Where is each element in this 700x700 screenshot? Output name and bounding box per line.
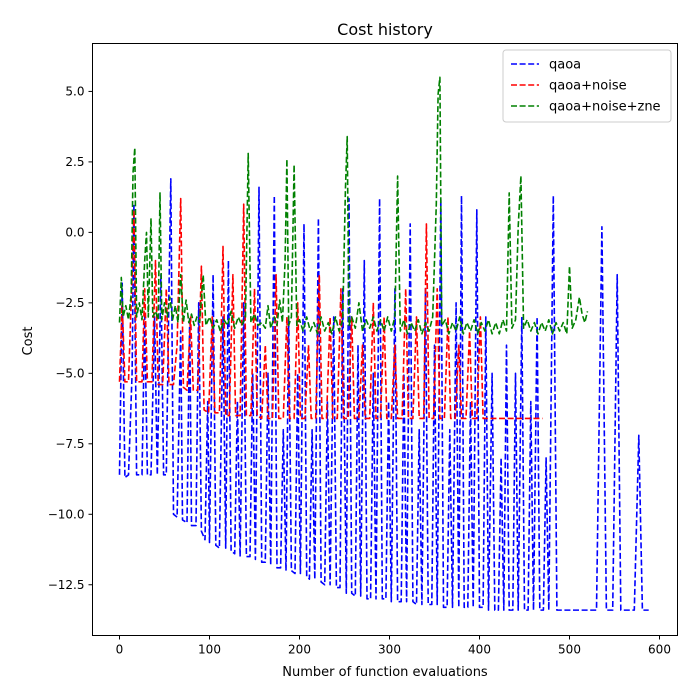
- x-axis-label: Number of function evaluations: [282, 665, 488, 680]
- y-tick-label: −7.5: [55, 437, 84, 451]
- legend-label: qaoa+noise+zne: [549, 100, 661, 115]
- legend-label: qaoa+noise: [549, 79, 627, 94]
- y-tick-label: −12.5: [48, 578, 85, 592]
- y-tick-label: 0.0: [65, 225, 84, 239]
- series-line-1: [118, 178, 649, 611]
- plot-area: [118, 76, 649, 611]
- plot-frame: [92, 43, 678, 636]
- y-tick-label: 2.5: [65, 155, 84, 169]
- x-tick-label: 600: [648, 643, 671, 657]
- y-tick-label: −10.0: [48, 507, 85, 521]
- y-tick-label: −5.0: [55, 366, 84, 380]
- x-tick-label: 200: [288, 643, 311, 657]
- series-line-3: [118, 76, 589, 335]
- legend-box: [502, 49, 672, 123]
- y-axis: −12.5 −10.0 −7.5 −5.0 −2.5 0.0 2.5 5.0: [48, 84, 93, 592]
- y-tick-label: 5.0: [65, 84, 84, 98]
- x-tick-label: 0: [116, 643, 124, 657]
- y-axis-label: Cost: [21, 327, 36, 356]
- x-tick-label: 500: [558, 643, 581, 657]
- series-line-2: [118, 197, 543, 420]
- chart-title: Cost history: [337, 20, 433, 39]
- x-axis: 0 100 200 300 400 500 600: [116, 635, 671, 657]
- x-tick-label: 400: [468, 643, 491, 657]
- legend-label: qaoa: [549, 58, 581, 73]
- x-tick-label: 300: [378, 643, 401, 657]
- legend: qaoa qaoa+noise qaoa+noise+zne: [502, 49, 672, 123]
- y-tick-label: −2.5: [55, 296, 84, 310]
- x-tick-label: 100: [198, 643, 221, 657]
